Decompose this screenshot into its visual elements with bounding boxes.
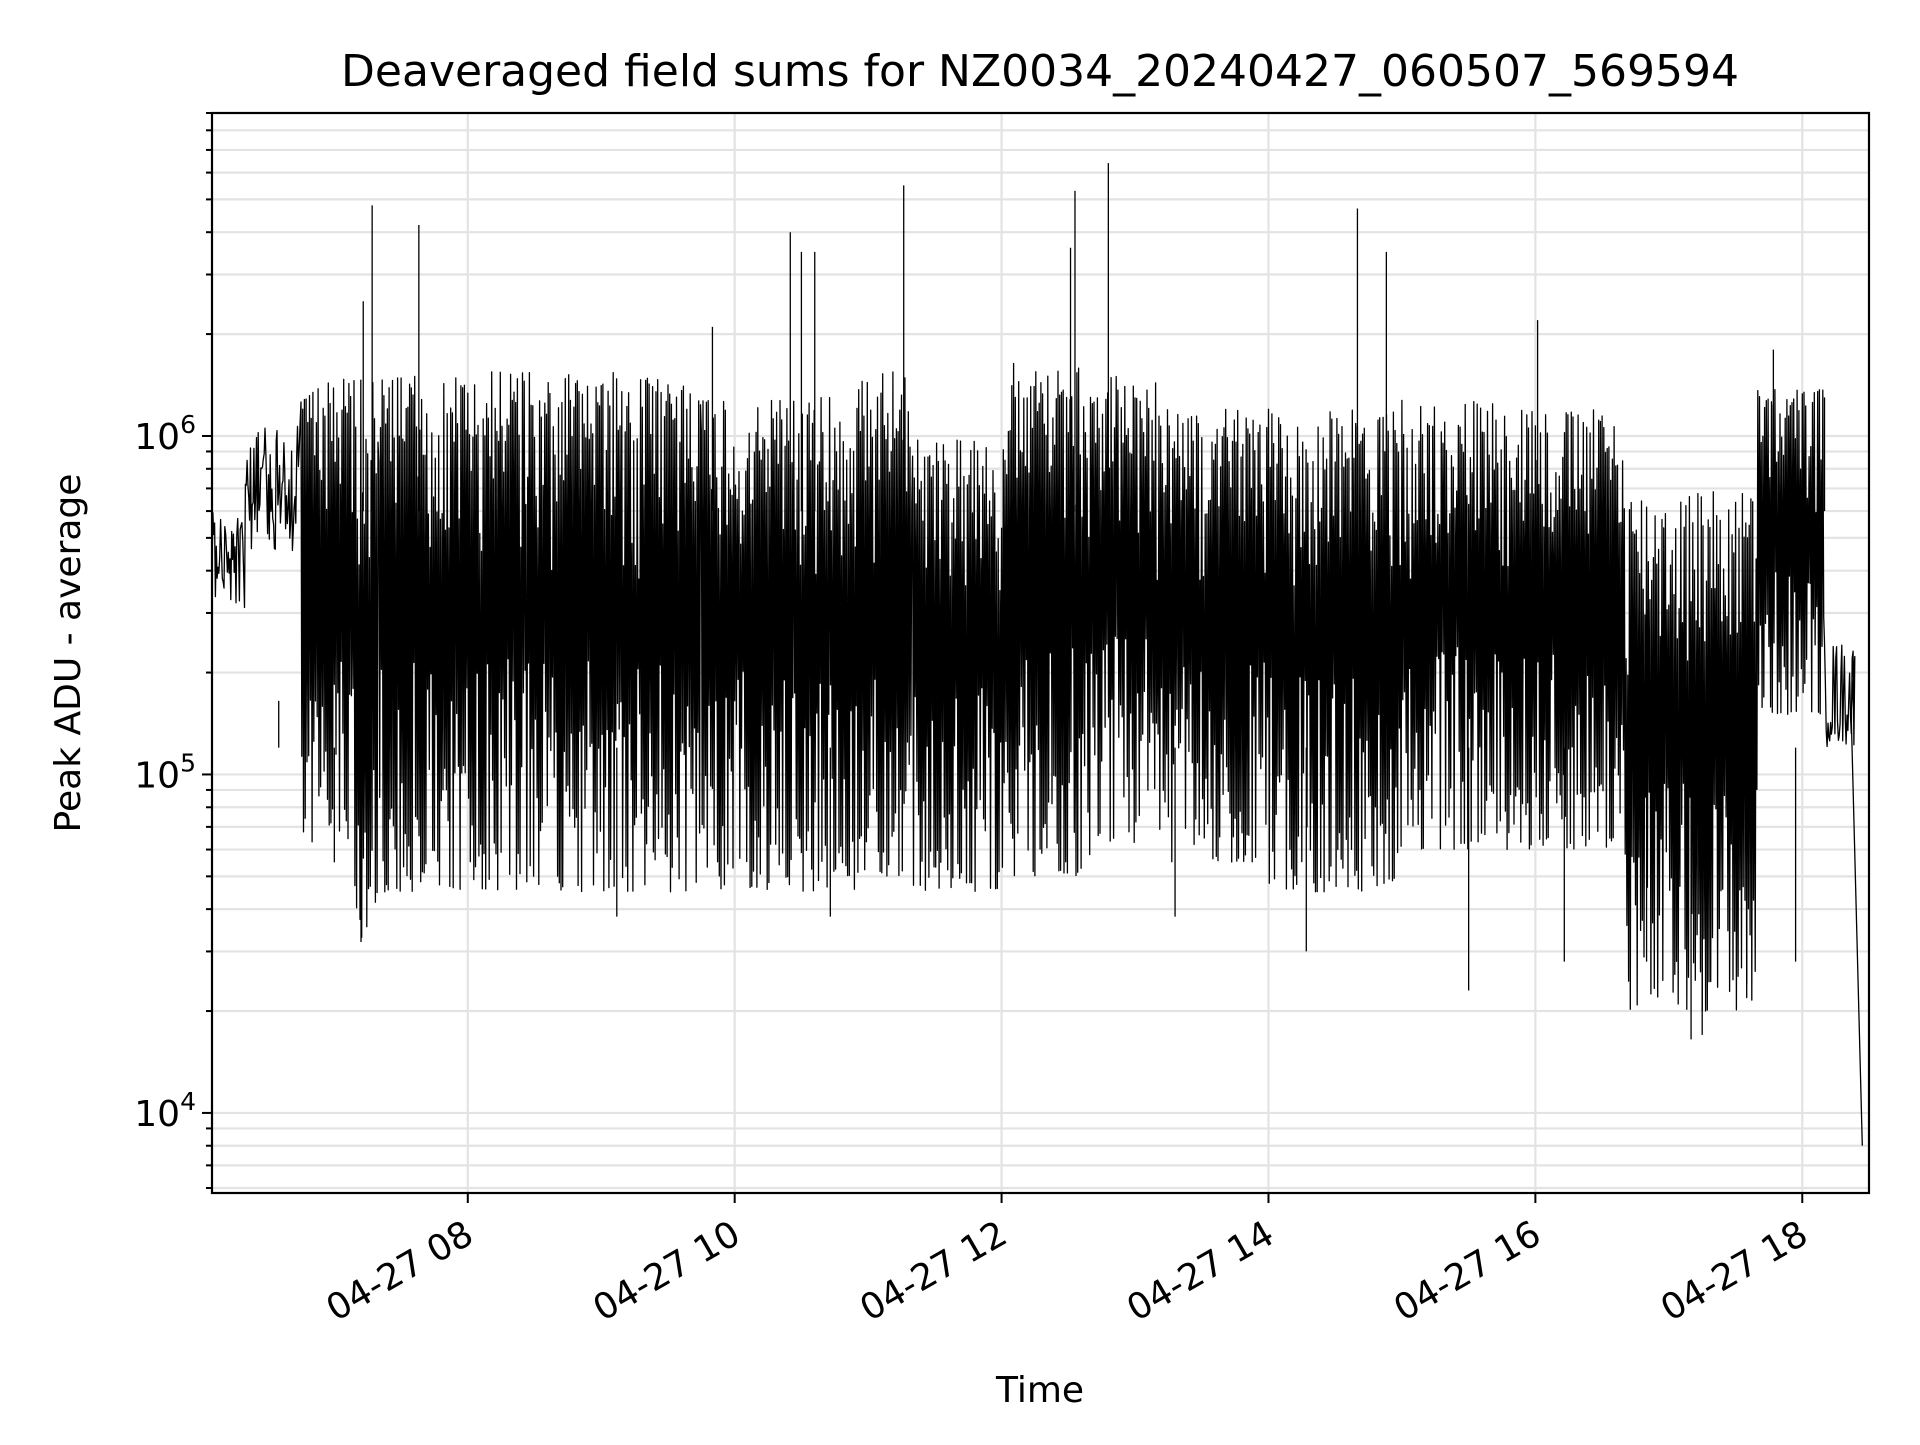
plot-area-frame: [210, 111, 1871, 1195]
x-tick-label: 04-27 08: [320, 1213, 481, 1329]
y-tick-label: 105: [134, 748, 196, 796]
data-layer: [211, 163, 1863, 1146]
y-axis-label: Peak ADU - average: [48, 474, 89, 833]
x-tick-label: 04-27 12: [853, 1213, 1014, 1329]
y-tick-label: 104: [134, 1087, 196, 1135]
x-tick-label: 04-27 14: [1120, 1213, 1281, 1329]
x-tick-label: 04-27 10: [587, 1213, 748, 1329]
y-tick-label: 106: [134, 410, 196, 458]
x-tick-label: 04-27 18: [1654, 1213, 1815, 1329]
chart-title: Deaveraged field sums for NZ0034_2024042…: [341, 46, 1739, 97]
x-axis-label: Time: [995, 1370, 1084, 1411]
x-tick-label: 04-27 16: [1387, 1213, 1548, 1329]
series-line: [211, 362, 1863, 1146]
